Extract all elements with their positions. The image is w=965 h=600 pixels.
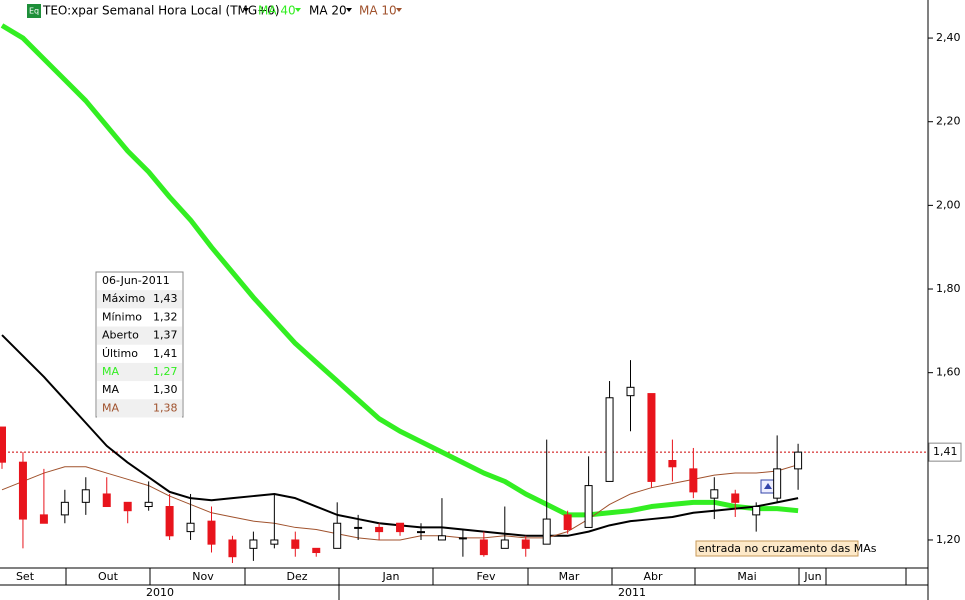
info-row-bg (97, 399, 182, 418)
legend-entry[interactable]: MA 10 (359, 4, 397, 18)
annotation-box (695, 540, 859, 557)
candle-body (458, 537, 467, 540)
candle-body (731, 493, 740, 503)
candle-body (500, 539, 509, 549)
title-arrow (243, 8, 249, 12)
info-value: 1,38 (153, 401, 178, 414)
annotation: entrada no cruzamento das MAs (698, 542, 877, 555)
info-value: 1,30 (153, 383, 178, 396)
candle-body (584, 485, 593, 528)
last-price-box (928, 442, 962, 462)
info-row-bg (97, 362, 182, 382)
info-value: 1,43 (153, 292, 178, 305)
candle-body (605, 397, 614, 482)
month-label: Out (98, 570, 119, 583)
candle-body (752, 506, 761, 516)
info-value: 1,27 (153, 365, 178, 378)
candle-body (542, 518, 551, 545)
candle-body (626, 386, 635, 397)
info-row-bg (97, 290, 182, 309)
candle-body (39, 514, 48, 524)
candle-body (0, 426, 6, 463)
candle-body (249, 539, 258, 549)
legend-arrow (396, 8, 402, 12)
y-tick-label: 1,80 (936, 282, 961, 295)
info-value: 1,37 (153, 329, 178, 342)
candle-body (18, 461, 27, 520)
info-row-bg (97, 326, 182, 345)
y-tick-label: 1,60 (936, 366, 961, 379)
year-label: 2010 (146, 586, 174, 599)
legend-arrow (346, 8, 352, 12)
eq-icon (27, 4, 41, 18)
candle-body (794, 451, 803, 470)
y-tick-label: 2,00 (936, 198, 961, 211)
candle-body (689, 468, 698, 493)
chart-title: TEO:xpar Semanal Hora Local (TMG+0) (42, 4, 280, 18)
candle-body (270, 539, 279, 545)
month-label: Abr (643, 570, 663, 583)
candle-body (312, 547, 321, 554)
candle-body (291, 539, 300, 549)
candle-body (354, 526, 363, 529)
y-tick-label: 2,20 (936, 115, 961, 128)
candle-body (563, 514, 572, 531)
legend-entry[interactable]: MA 40 (258, 4, 296, 18)
ma-line (1, 464, 799, 541)
month-label: Fev (476, 570, 495, 583)
legend-entry[interactable]: MA 20 (309, 4, 347, 18)
info-label: MA (102, 365, 119, 378)
candle-body (647, 393, 656, 482)
month-label: Mar (559, 570, 580, 583)
candle-body (479, 539, 488, 556)
header: TEO:xpar Semanal Hora Local (TMG+0)MA 40… (42, 4, 402, 18)
candle-body (81, 489, 90, 503)
candle-body (165, 506, 174, 537)
candle-body (333, 522, 342, 549)
month-label: Dez (286, 570, 307, 583)
y-tick-label: 1,20 (936, 533, 961, 546)
info-value: 1,41 (153, 347, 178, 360)
candle-body (521, 539, 530, 549)
candle-body (186, 522, 195, 533)
month-label: Jan (382, 570, 400, 583)
info-label: MA (102, 383, 119, 396)
candle-body (417, 531, 425, 534)
month-label: Mai (737, 570, 756, 583)
candle-body (228, 539, 237, 558)
eq-icon-text: Eq (29, 7, 39, 16)
info-label: Mínimo (102, 310, 142, 323)
ma-line (0, 23, 799, 518)
candle-body (396, 522, 405, 533)
candle-body (710, 489, 719, 499)
legend-arrow (295, 8, 301, 12)
info-label: Último (102, 347, 138, 360)
candle-body (123, 501, 132, 512)
candle-body (437, 535, 446, 541)
year-label: 2011 (618, 586, 646, 599)
candle-body (60, 501, 69, 516)
month-label: Set (16, 570, 35, 583)
month-label: Jun (803, 570, 821, 583)
info-value: 1,32 (153, 310, 178, 323)
info-label: MA (102, 401, 119, 414)
candle-body (668, 460, 677, 468)
candle-body (773, 468, 782, 499)
last-price-label: 1,41 (933, 445, 958, 458)
signal-icon-arrow (764, 483, 772, 489)
candle-body (375, 526, 384, 533)
candle-body (102, 493, 111, 508)
y-tick-label: 2,40 (936, 31, 961, 44)
candle-body (207, 520, 216, 545)
info-label: Máximo (102, 292, 146, 305)
candle-body (144, 501, 153, 508)
month-label: Nov (192, 570, 214, 583)
info-date: 06-Jun-2011 (102, 274, 170, 287)
info-label: Aberto (102, 329, 139, 342)
